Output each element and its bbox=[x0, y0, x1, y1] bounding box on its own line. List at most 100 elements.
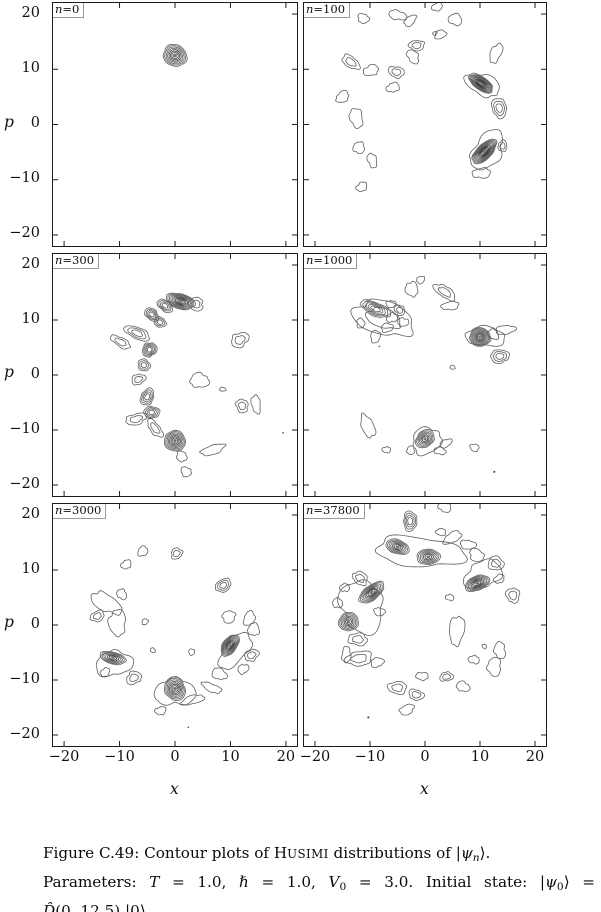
contour-blob bbox=[449, 364, 456, 370]
contour-blob bbox=[385, 300, 397, 309]
contour-blob bbox=[180, 694, 206, 706]
contour-blob bbox=[348, 108, 364, 130]
panel-label: n=1000 bbox=[304, 253, 358, 269]
contour-blob bbox=[373, 607, 386, 617]
y-tick-label: −10 bbox=[9, 420, 40, 437]
contour-blob bbox=[414, 428, 435, 449]
axis-ticks bbox=[304, 3, 546, 246]
contour-blob bbox=[481, 643, 487, 650]
x-tick-label: 10 bbox=[221, 749, 240, 765]
contour-blob bbox=[156, 298, 173, 313]
contour-blob bbox=[495, 324, 518, 335]
contour-blob bbox=[340, 645, 352, 664]
x-tick-label: −20 bbox=[299, 749, 331, 765]
y-tick-label: 0 bbox=[30, 615, 40, 632]
contour-blob bbox=[398, 703, 415, 716]
caption-segment: ψ bbox=[460, 844, 473, 862]
panel-label-value: =1000 bbox=[313, 253, 353, 267]
contour-plot bbox=[304, 504, 546, 746]
contour-plot bbox=[304, 3, 546, 246]
contour-blob bbox=[126, 670, 143, 686]
x-tick-label: 20 bbox=[525, 749, 545, 765]
panel-label-value: =0 bbox=[62, 2, 80, 16]
contour-blob bbox=[386, 312, 399, 323]
contour-blob bbox=[367, 716, 370, 719]
caption-segment: = 1.0, bbox=[248, 872, 329, 891]
panel-label: n=0 bbox=[53, 2, 85, 18]
contour-blob bbox=[339, 582, 350, 593]
contour-blob bbox=[370, 329, 382, 344]
contour-blob bbox=[432, 284, 456, 302]
contour-blob bbox=[89, 609, 105, 623]
contour-blob bbox=[404, 280, 419, 298]
caption-line-1: Figure C.49: Contour plots of HUSIMI dis… bbox=[43, 841, 595, 870]
contour-blob bbox=[393, 304, 405, 316]
contour-blob bbox=[444, 593, 455, 602]
contour-blob bbox=[137, 358, 152, 372]
figure-caption: Figure C.49: Contour plots of HUSIMI dis… bbox=[43, 841, 595, 912]
panel-label-value: =3000 bbox=[62, 503, 102, 517]
contour-blob bbox=[166, 292, 196, 311]
contour-blob bbox=[440, 300, 460, 311]
contour-blob bbox=[357, 13, 371, 25]
caption-line-2: Parameters: T = 1.0, ℏ = 1.0, V0 = 3.0. … bbox=[43, 870, 595, 899]
contour-blob bbox=[217, 631, 254, 670]
caption-segment: T bbox=[149, 872, 160, 891]
contour-blob bbox=[231, 332, 250, 349]
contour-blob bbox=[163, 429, 187, 452]
contour-blob bbox=[431, 3, 443, 12]
y-tick-label: −10 bbox=[9, 170, 40, 187]
y-tick-label: −20 bbox=[9, 725, 40, 742]
caption-segment: Parameters: bbox=[43, 872, 150, 891]
contour-blob bbox=[486, 328, 500, 341]
contour-blob bbox=[447, 12, 463, 27]
contour-blob bbox=[403, 510, 418, 532]
contour-blob bbox=[137, 545, 149, 557]
y-tick-label: 10 bbox=[21, 560, 40, 577]
panel-label: n=300 bbox=[53, 253, 100, 269]
contour-blob bbox=[131, 373, 147, 386]
contour-blob bbox=[352, 141, 365, 154]
contour-blob bbox=[434, 29, 448, 40]
contour-blob bbox=[141, 618, 150, 626]
contour-blob bbox=[341, 53, 361, 70]
panel-label: n=37800 bbox=[304, 504, 365, 519]
contour-blob bbox=[154, 706, 167, 716]
contour-blob bbox=[351, 570, 368, 587]
contour-blob bbox=[381, 446, 391, 454]
y-axis-title: p bbox=[4, 363, 14, 381]
caption-segment: n bbox=[472, 850, 480, 864]
contour-blob bbox=[332, 596, 343, 609]
panel-n-37800: n=37800 bbox=[303, 503, 547, 747]
panel-n-300: n=300 bbox=[52, 253, 298, 497]
contour-blob bbox=[493, 640, 506, 659]
contour-blob bbox=[247, 622, 260, 637]
y-tick-label: 10 bbox=[21, 310, 40, 327]
contour-blob bbox=[139, 387, 155, 406]
panel-label-var: n bbox=[55, 2, 63, 16]
contour-blob bbox=[504, 587, 521, 604]
caption-segment: USIMI bbox=[287, 847, 329, 861]
contour-blob bbox=[467, 74, 494, 94]
panel-label: n=3000 bbox=[53, 503, 107, 519]
contour-blob bbox=[388, 9, 408, 21]
contour-blob bbox=[405, 445, 416, 455]
contour-blob bbox=[220, 634, 240, 657]
contour-blob bbox=[120, 559, 132, 570]
panel-label-var: n bbox=[306, 253, 314, 267]
y-tick-label: 20 bbox=[21, 255, 40, 272]
contour-blob bbox=[486, 656, 502, 677]
contour-blob bbox=[437, 504, 452, 513]
panel-n-3000: n=3000 bbox=[52, 503, 298, 747]
contour-blob bbox=[471, 167, 492, 179]
contour-blob bbox=[142, 342, 158, 358]
caption-segment: D̂ bbox=[43, 901, 56, 912]
panel-label-var: n bbox=[55, 253, 63, 267]
contour-blob bbox=[237, 664, 250, 676]
contour-blob bbox=[385, 538, 410, 555]
x-tick-label: −10 bbox=[104, 749, 135, 765]
x-tick-label: 10 bbox=[470, 749, 490, 765]
contour-blob bbox=[469, 443, 480, 453]
contour-blob bbox=[467, 654, 480, 665]
